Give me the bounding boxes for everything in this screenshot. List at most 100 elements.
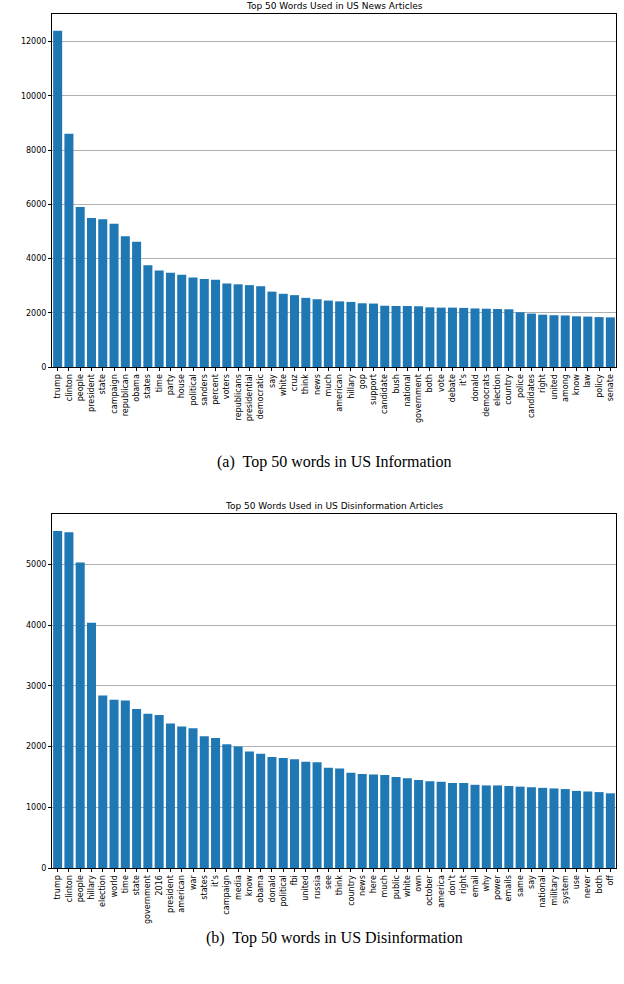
svg-text:campaign: campaign (110, 374, 119, 413)
svg-text:government: government (143, 875, 152, 924)
svg-text:12000: 12000 (21, 37, 46, 46)
svg-text:american: american (335, 374, 344, 412)
svg-text:right: right (538, 374, 547, 393)
svg-text:election: election (493, 374, 502, 406)
svg-text:russia: russia (313, 875, 322, 899)
svg-text:republicans: republicans (234, 374, 243, 420)
svg-text:gop: gop (358, 374, 367, 389)
svg-text:country: country (504, 374, 513, 405)
svg-text:it's: it's (211, 875, 220, 887)
svg-text:clinton: clinton (65, 374, 74, 401)
svg-text:public: public (392, 875, 401, 899)
svg-text:3000: 3000 (26, 682, 46, 691)
svg-text:republican: republican (121, 374, 130, 416)
svg-text:trump: trump (53, 374, 62, 398)
svg-text:senate: senate (606, 374, 615, 401)
svg-text:campaign: campaign (222, 875, 231, 914)
svg-text:election: election (98, 875, 107, 907)
svg-text:power: power (493, 874, 502, 899)
svg-text:know: know (245, 875, 254, 897)
svg-text:national: national (403, 374, 412, 406)
svg-text:united: united (550, 374, 559, 400)
svg-text:think: think (301, 374, 310, 395)
svg-text:much: much (380, 875, 389, 897)
svg-text:president: president (87, 374, 96, 412)
svg-text:country: country (347, 875, 356, 906)
svg-text:police: police (516, 374, 525, 398)
svg-text:system: system (561, 875, 570, 904)
svg-text:(b) Top 50 words in US Disinf: (b) Top 50 words in US Disinformation (206, 929, 463, 947)
svg-text:people: people (76, 875, 85, 902)
svg-text:government: government (414, 374, 423, 423)
svg-text:president: president (166, 875, 175, 913)
svg-text:right: right (459, 875, 468, 894)
svg-text:political: political (279, 875, 288, 906)
svg-text:hillary: hillary (87, 875, 96, 900)
svg-text:same: same (516, 875, 525, 897)
svg-text:never: never (583, 874, 592, 898)
svg-text:america: america (437, 875, 446, 908)
svg-text:email: email (471, 875, 480, 897)
svg-text:trump: trump (53, 875, 62, 899)
svg-text:bush: bush (392, 374, 401, 393)
svg-text:think: think (335, 875, 344, 896)
svg-text:off: off (606, 875, 615, 886)
svg-text:states: states (143, 374, 152, 398)
svg-text:party: party (166, 374, 175, 395)
svg-text:sanders: sanders (200, 374, 209, 406)
svg-text:voters: voters (222, 374, 231, 399)
svg-text:4000: 4000 (26, 621, 46, 630)
svg-text:military: military (550, 875, 559, 906)
svg-text:policy: policy (595, 374, 604, 398)
svg-text:2000: 2000 (26, 742, 46, 751)
svg-text:4000: 4000 (26, 254, 46, 263)
svg-text:5000: 5000 (26, 560, 46, 569)
svg-text:media: media (234, 875, 243, 900)
svg-text:white: white (279, 374, 288, 396)
svg-text:2016: 2016 (155, 875, 164, 895)
svg-text:states: states (200, 875, 209, 899)
svg-text:state: state (132, 875, 141, 895)
svg-text:much: much (324, 374, 333, 396)
svg-text:hillary: hillary (347, 374, 356, 399)
svg-text:(a) Top 50 words in US Inform: (a) Top 50 words in US Information (217, 453, 452, 471)
svg-text:own: own (414, 875, 423, 892)
svg-text:use: use (572, 875, 581, 889)
svg-text:people: people (76, 374, 85, 401)
svg-text:presidential: presidential (245, 374, 254, 421)
svg-text:say: say (527, 875, 536, 889)
svg-text:10000: 10000 (21, 92, 46, 101)
svg-text:fbi: fbi (290, 875, 299, 885)
svg-text:vote: vote (437, 374, 446, 392)
svg-text:both: both (595, 875, 604, 893)
svg-text:news: news (358, 875, 367, 896)
svg-text:6000: 6000 (26, 200, 46, 209)
svg-text:political: political (189, 374, 198, 405)
svg-text:donald: donald (268, 875, 277, 902)
svg-text:candidates: candidates (527, 374, 536, 418)
svg-text:debate: debate (448, 374, 457, 402)
svg-text:clinton: clinton (65, 875, 74, 902)
svg-text:here: here (369, 875, 378, 893)
svg-text:time: time (155, 374, 164, 392)
svg-text:donald: donald (471, 374, 480, 401)
svg-text:support: support (369, 374, 378, 405)
svg-text:american: american (177, 875, 186, 913)
svg-text:8000: 8000 (26, 146, 46, 155)
svg-text:both: both (425, 374, 434, 392)
svg-text:why: why (482, 875, 491, 892)
svg-text:national: national (538, 875, 547, 907)
svg-text:it's: it's (459, 374, 468, 386)
svg-text:time: time (121, 875, 130, 893)
svg-text:war: war (189, 874, 198, 889)
svg-text:emails: emails (504, 875, 513, 901)
svg-text:news: news (313, 374, 322, 395)
svg-text:united: united (301, 875, 310, 901)
svg-text:among: among (561, 374, 570, 402)
svg-text:white: white (403, 875, 412, 897)
svg-text:2000: 2000 (26, 309, 46, 318)
svg-text:cruz: cruz (290, 374, 299, 391)
svg-text:0: 0 (41, 363, 46, 372)
svg-text:know: know (572, 374, 581, 396)
svg-text:obama: obama (132, 374, 141, 402)
